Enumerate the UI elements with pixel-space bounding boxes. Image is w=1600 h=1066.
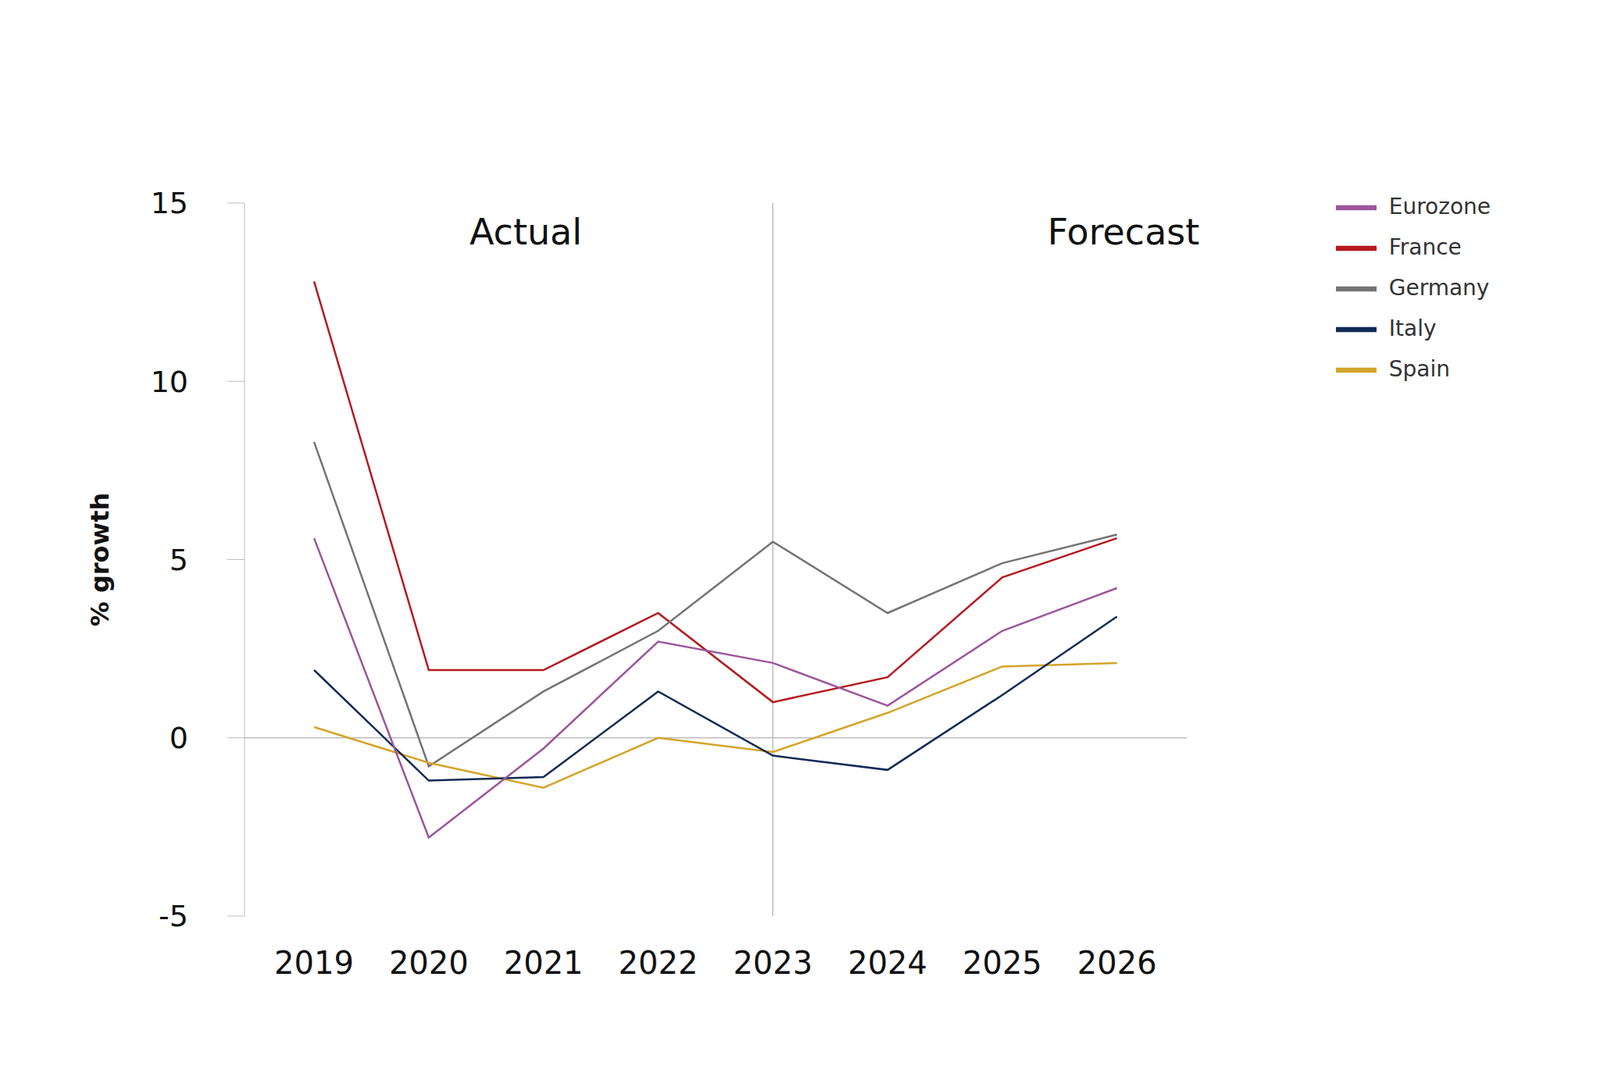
html-text:Germany: Germany	[1388, 275, 1490, 301]
svg-text:0: 0	[169, 721, 189, 756]
html-text:Actual: Actual	[469, 210, 583, 254]
html-text:Spain: Spain	[1388, 356, 1450, 383]
html-text:Italy: Italy	[1388, 315, 1437, 342]
svg-text:2023: 2023	[732, 945, 813, 982]
svg-text:2026: 2026	[1077, 945, 1158, 982]
svg-text:5: 5	[169, 542, 189, 578]
html-text:Eurozone: Eurozone	[1388, 193, 1491, 220]
html-text:France: France	[1388, 234, 1462, 261]
svg-text:10: 10	[150, 364, 189, 400]
svg-text:2025: 2025	[962, 945, 1043, 982]
svg-text:2022: 2022	[618, 945, 699, 982]
svg-text:2020: 2020	[389, 945, 469, 982]
svg-text:15: 15	[150, 185, 189, 221]
html-text:Forecast: Forecast	[1047, 210, 1200, 254]
svg-text:2021: 2021	[503, 945, 584, 982]
svg-text:-5: -5	[158, 899, 189, 934]
svg-text:2024: 2024	[847, 945, 928, 982]
svg-text:2019: 2019	[274, 945, 354, 982]
svg-text:% growth: % growth	[85, 492, 115, 628]
